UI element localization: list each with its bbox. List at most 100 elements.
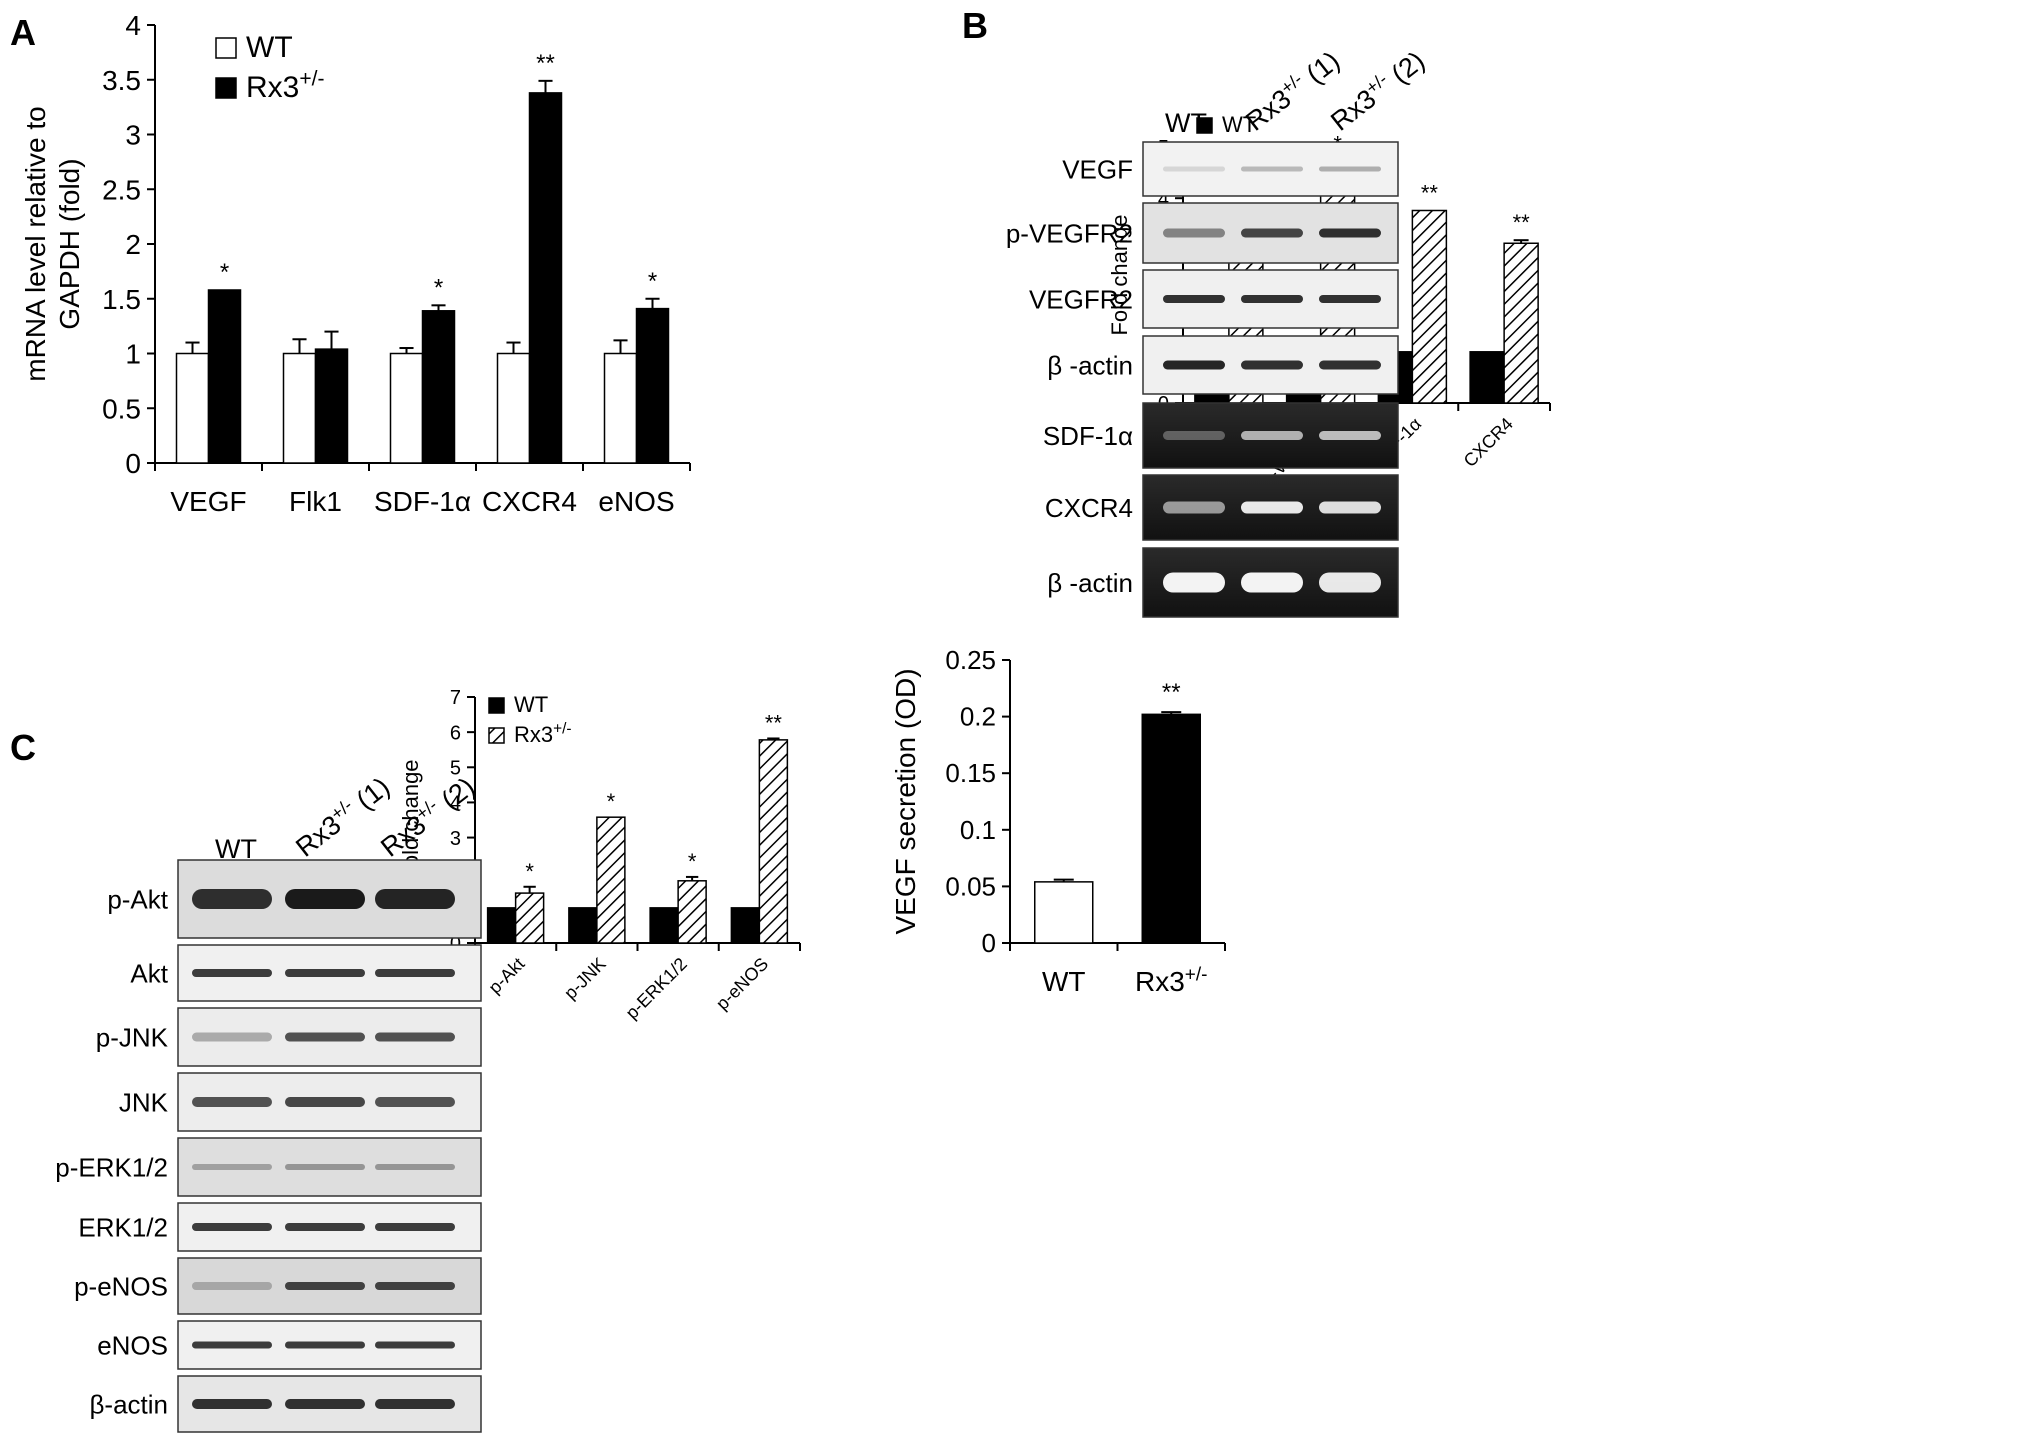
blot-row-label-c-akt: Akt bbox=[130, 958, 168, 988]
y-axis-label-a: mRNA level relative toGAPDH (fold) bbox=[20, 106, 85, 381]
x-tick-label-a: SDF-1α bbox=[374, 486, 471, 517]
blot-band-c bbox=[192, 1399, 272, 1409]
significance-label-a: ** bbox=[536, 50, 555, 77]
blot-band-c bbox=[375, 1223, 455, 1231]
blot-row-label-c-erk1-2: ERK1/2 bbox=[78, 1212, 168, 1242]
y-tick-label-b: 4 bbox=[1158, 188, 1169, 210]
blot-row-label-c-p-enos: p-eNOS bbox=[74, 1271, 168, 1301]
blot-row-label-b-actin: β -actin bbox=[1047, 350, 1133, 380]
lane-header-c: WT bbox=[215, 834, 257, 864]
bar-b-wt-cxcr4 bbox=[1469, 351, 1505, 404]
blot-row-label-b-cxcr4: CXCR4 bbox=[1045, 493, 1133, 523]
bar-c-wt-p-enos bbox=[730, 907, 761, 944]
y-tick-label-c: 5 bbox=[450, 757, 461, 779]
bar-b-rx3-sdf-1 bbox=[1411, 209, 1448, 404]
y-tick-label-a: 1 bbox=[125, 339, 141, 370]
bar-a-rx3-flk1 bbox=[314, 348, 349, 464]
x-tick-label-c: p-Akt bbox=[485, 954, 529, 998]
bar-a-wt-flk1 bbox=[282, 352, 317, 464]
bar-a-wt-vegf bbox=[175, 352, 210, 464]
bar-a-wt-enos bbox=[603, 352, 638, 464]
significance-label-d: ** bbox=[1162, 679, 1181, 706]
blot-row-label-b-actin: β -actin bbox=[1047, 568, 1133, 598]
blot-band-c bbox=[375, 1341, 455, 1349]
blot-band-c bbox=[375, 1399, 455, 1409]
legend-label-c-rx3: Rx3+/- bbox=[514, 721, 572, 747]
blot-band-b bbox=[1319, 501, 1381, 514]
blot-row-label-b-p-vegfr2: p-VEGFR2 bbox=[1006, 218, 1133, 248]
bar-b-rx3-cxcr4 bbox=[1503, 242, 1539, 404]
blot-band-c bbox=[375, 969, 455, 977]
y-tick-label-d: 0.2 bbox=[960, 702, 996, 732]
blot-band-c bbox=[285, 1097, 365, 1107]
y-tick-label-a: 0.5 bbox=[102, 393, 141, 424]
blot-band-b bbox=[1163, 295, 1225, 303]
y-axis-label-d: VEGF secretion (OD) bbox=[890, 668, 921, 934]
blot-band-b bbox=[1163, 501, 1225, 514]
significance-label-c: ** bbox=[765, 710, 783, 735]
blot-band-b bbox=[1319, 360, 1381, 370]
legend-swatch-a-rx3 bbox=[215, 77, 237, 99]
blot-band-c bbox=[285, 1399, 365, 1409]
x-tick-label-d: Rx3+/- bbox=[1135, 965, 1208, 997]
bar-a-wt-cxcr4 bbox=[496, 352, 531, 464]
blot-band-b bbox=[1319, 295, 1381, 303]
blot-row-label-c-p-akt: p-Akt bbox=[107, 884, 168, 914]
blot-band-c bbox=[192, 1164, 272, 1170]
blot-band-c bbox=[192, 1282, 272, 1290]
significance-label-c: * bbox=[525, 859, 534, 884]
blot-strip-c-p-erk1-2 bbox=[177, 1137, 482, 1197]
blot-band-b bbox=[1241, 295, 1303, 303]
blot-band-c bbox=[285, 889, 365, 909]
legend-swatch-c-rx3 bbox=[488, 727, 505, 744]
y-tick-label-d: 0.25 bbox=[945, 645, 996, 675]
significance-label-a: * bbox=[220, 259, 229, 286]
blot-row-label-c-jnk: JNK bbox=[119, 1087, 169, 1117]
legend-label-a-rx3: Rx3+/- bbox=[246, 67, 324, 104]
blot-band-c bbox=[285, 1223, 365, 1231]
y-tick-label-a: 3 bbox=[125, 120, 141, 151]
blot-strip-b-vegf bbox=[1142, 141, 1399, 197]
x-tick-label-c: p-ERK1/2 bbox=[622, 954, 691, 1023]
blot-row-label-c-enos: eNOS bbox=[97, 1330, 168, 1360]
chart-a: 0 0.5 1 1.5 2 2.5 3 3.5 4 mRNA level relative toG… bbox=[20, 10, 691, 517]
bar-c-wt-p-jnk bbox=[568, 907, 598, 944]
significance-label-c: * bbox=[688, 849, 697, 874]
y-tick-label-c: 6 bbox=[450, 722, 461, 744]
blot-band-b bbox=[1163, 572, 1225, 593]
blot-band-b bbox=[1163, 360, 1225, 370]
blot-band-c bbox=[192, 889, 272, 909]
y-tick-label-d: 0.1 bbox=[960, 815, 996, 845]
x-tick-label-b: CXCR4 bbox=[1460, 414, 1517, 471]
blot-band-c bbox=[375, 1097, 455, 1107]
bar-c-rx3-p-jnk bbox=[596, 816, 626, 944]
blot-band-c bbox=[192, 1097, 272, 1107]
y-tick-label-c: 3 bbox=[450, 828, 461, 850]
lane-header-b: WT bbox=[1165, 108, 1207, 138]
y-tick-label-a: 1.5 bbox=[102, 284, 141, 315]
significance-label-a: * bbox=[648, 268, 657, 295]
y-tick-label-c: 4 bbox=[450, 793, 461, 815]
x-tick-label-c: p-eNOS bbox=[712, 954, 772, 1014]
blot-band-c bbox=[285, 969, 365, 977]
y-tick-label-d: 0.15 bbox=[945, 758, 996, 788]
blot-band-c bbox=[375, 1282, 455, 1290]
y-axis-label-b: Fold change bbox=[1107, 214, 1132, 335]
blot-band-c bbox=[192, 1341, 272, 1349]
blot-band-b bbox=[1163, 228, 1225, 238]
panel-letter-b: B bbox=[962, 5, 988, 46]
blot-band-b bbox=[1319, 431, 1381, 440]
significance-label-c: * bbox=[607, 789, 616, 814]
legend-swatch-a-wt bbox=[215, 37, 237, 59]
bar-c-rx3-p-akt bbox=[514, 892, 545, 944]
y-tick-label-a: 3.5 bbox=[102, 65, 141, 96]
blot-row-label-b-vegfr2: VEGFR2 bbox=[1029, 284, 1133, 314]
bar-a-rx3-sdf-1 bbox=[421, 310, 456, 464]
blot-band-c bbox=[375, 889, 455, 909]
bar-a-rx3-vegf bbox=[207, 289, 242, 464]
blot-band-c bbox=[285, 1164, 365, 1170]
blot-band-b bbox=[1241, 572, 1303, 593]
legend-swatch-c-wt bbox=[488, 697, 505, 714]
lane-header-b: Rx3+/- (2) bbox=[1324, 44, 1430, 137]
